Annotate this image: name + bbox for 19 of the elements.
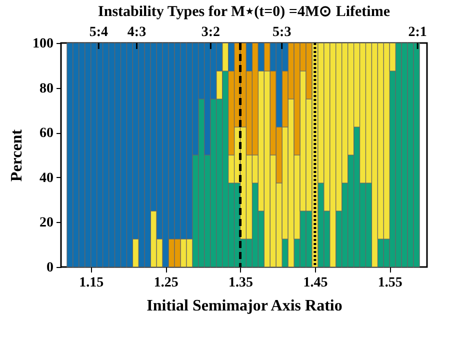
x-tick-label: 1.25: [154, 276, 178, 290]
x-tick-label: 1.35: [228, 276, 254, 290]
x-tick-label: 1.55: [378, 276, 402, 290]
y-tick-label: 100: [32, 36, 54, 52]
y-axis-title: Percent: [8, 128, 26, 182]
x-tick-label: 1.45: [303, 276, 328, 290]
annotation: 3:2: [201, 25, 220, 40]
annotation: 5:3: [272, 25, 292, 40]
annotation: 2:1: [408, 25, 427, 40]
y-tick-label: 60: [40, 126, 54, 142]
chart-title: Instability Types for M⋆(t=0) =4M⊙ Lifetime: [98, 4, 390, 20]
y-tick-label: 80: [40, 81, 54, 96]
annotation: 4:3: [127, 25, 146, 40]
y-tick-label: 40: [40, 170, 54, 186]
annotation: 5:4: [89, 25, 108, 40]
x-axis-title: Initial Semimajor Axis Ratio: [146, 298, 342, 314]
y-tick-label: 20: [40, 216, 54, 231]
y-tick-label: 0: [46, 260, 54, 276]
x-tick-label: 1.15: [79, 276, 104, 290]
